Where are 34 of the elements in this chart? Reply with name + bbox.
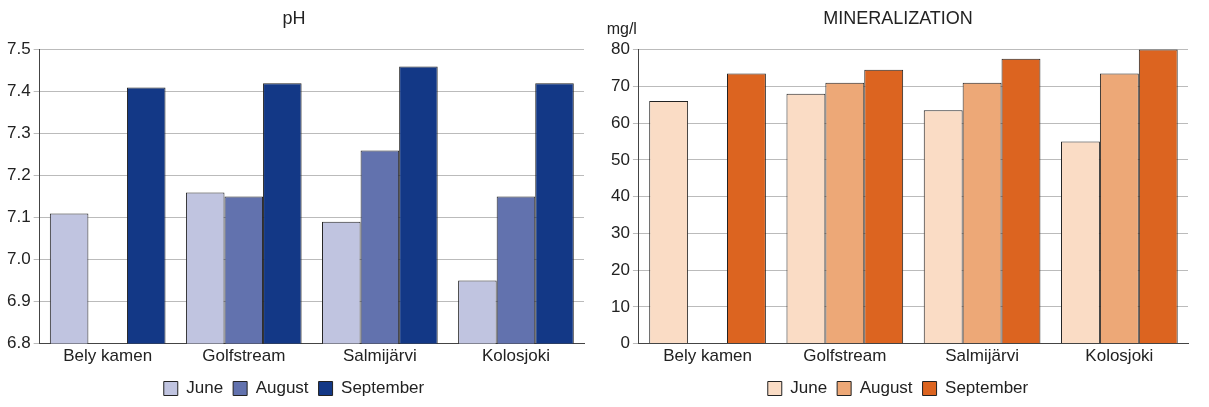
- y-tick-label: 0: [620, 333, 630, 353]
- y-tick-label: 7.4: [6, 81, 31, 101]
- y-tick-label: 7.5: [6, 39, 31, 59]
- y-tick-label: 7.2: [6, 165, 31, 185]
- y-tick-label: 7.3: [6, 123, 31, 143]
- y-tick-label: 7.1: [6, 207, 31, 227]
- y-tick-label: 6.9: [6, 291, 31, 311]
- y-tick-label: 7.0: [6, 249, 31, 269]
- legend-label: August: [255, 378, 309, 398]
- y-tick-label: 60: [610, 112, 630, 132]
- x-tick-label: Kolosjoki: [1085, 346, 1154, 366]
- y-tick-label: 20: [610, 259, 630, 279]
- legend-label: September: [341, 378, 425, 398]
- legend-label: August: [859, 378, 913, 398]
- x-tick-label: Golfstream: [803, 346, 887, 366]
- chart-title: MINERALIZATION: [823, 7, 973, 28]
- y-tick-label: 30: [610, 223, 630, 243]
- x-tick-label: Salmijärvi: [945, 346, 1019, 366]
- y-tick-label: 80: [610, 39, 630, 59]
- y-tick-label: 50: [610, 149, 630, 169]
- x-tick-label: Salmijärvi: [343, 346, 417, 366]
- y-tick-label: 70: [610, 76, 630, 96]
- y-axis-title: mg/l: [606, 20, 637, 38]
- y-tick-label: 10: [610, 296, 630, 316]
- y-tick-label: 6.8: [6, 333, 31, 353]
- legend-label: June: [790, 378, 828, 398]
- x-tick-label: Kolosjoki: [481, 346, 550, 366]
- x-tick-label: Golfstream: [202, 346, 286, 366]
- x-tick-label: Bely kamen: [63, 346, 153, 366]
- legend-label: September: [945, 378, 1029, 398]
- legend-label: June: [186, 378, 224, 398]
- x-tick-label: Bely kamen: [663, 346, 752, 366]
- y-tick-label: 40: [610, 186, 630, 206]
- chart-title: pH: [282, 7, 306, 28]
